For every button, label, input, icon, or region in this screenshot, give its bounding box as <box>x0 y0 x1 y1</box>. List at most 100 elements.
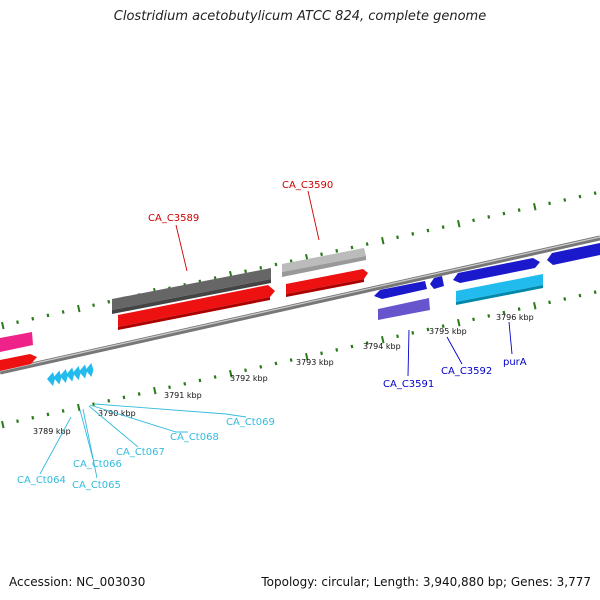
gene-label-ca-c3590[interactable]: CA_C3590 <box>282 180 333 191</box>
outer-track-tick <box>472 218 475 223</box>
kbp-tick-label: 3794 kbp <box>363 342 401 351</box>
outer-track-tick <box>92 303 95 308</box>
gene-label-ca-ct067[interactable]: CA_Ct067 <box>116 447 165 458</box>
inner-track-tick <box>381 335 385 344</box>
outer-track-tick <box>381 236 385 245</box>
inner-track-tick <box>533 302 537 310</box>
inner-track-tick <box>320 351 323 356</box>
gene-label-ca-ct068[interactable]: CA_Ct068 <box>170 432 219 443</box>
inner-track-tick <box>31 415 35 420</box>
feature-ca-c3589[interactable] <box>112 268 271 314</box>
inner-track-tick <box>274 361 278 366</box>
gene-label-ca-c3592[interactable]: CA_C3592 <box>441 366 492 377</box>
outer-track-tick <box>77 304 81 313</box>
inner-track-tick <box>365 341 369 345</box>
gene-label-pura[interactable]: purA <box>503 357 527 368</box>
gene-label-ca-ct065[interactable]: CA_Ct065 <box>72 480 121 491</box>
inner-track-tick <box>229 369 233 378</box>
outer-track-tick <box>441 225 445 229</box>
outer-track-tick <box>578 194 582 199</box>
gene-label-ca-c3589[interactable]: CA_C3589 <box>148 213 199 224</box>
inner-track-tick <box>563 297 567 301</box>
feature-small-blue[interactable] <box>430 276 444 289</box>
outer-track-tick <box>259 266 263 270</box>
gene-label-ca-ct066[interactable]: CA_Ct066 <box>73 459 122 470</box>
inner-track-tick <box>244 368 247 373</box>
kbp-tick-label: 3796 kbp <box>496 313 534 322</box>
gene-label-ca-c3591[interactable]: CA_C3591 <box>383 379 434 390</box>
kbp-tick-label: 3789 kbp <box>33 427 71 436</box>
outer-track-tick <box>533 203 537 211</box>
inner-track-tick <box>350 344 354 349</box>
feature-ca-c3589-red[interactable] <box>118 285 275 330</box>
inner-track-tick <box>396 334 399 339</box>
kbp-tick-label: 3793 kbp <box>296 358 334 367</box>
genome-summary: Topology: circular; Length: 3,940,880 bp… <box>261 575 591 589</box>
inner-track-tick <box>1 420 5 429</box>
feature-ca-c3590[interactable] <box>282 248 366 277</box>
trna-feature[interactable] <box>66 367 75 382</box>
inner-track-tick <box>502 310 506 315</box>
inner-track-tick <box>593 290 597 294</box>
feature-ca-c3590-red[interactable] <box>286 269 368 297</box>
gene-label-ca-ct069[interactable]: CA_Ct069 <box>226 417 275 428</box>
inner-track-tick <box>517 307 521 311</box>
outer-track-tick <box>46 313 50 318</box>
accession-text: Accession: NC_003030 <box>9 575 146 589</box>
outer-track-tick <box>502 211 506 216</box>
inner-track-tick <box>77 403 81 412</box>
inner-track-tick <box>46 412 50 417</box>
feature-ca-c3591[interactable] <box>374 281 427 299</box>
inner-track-tick <box>16 419 19 423</box>
feature-right-blue[interactable] <box>547 243 600 265</box>
genome-backbone <box>0 235 600 375</box>
kbp-tick-label: 3795 kbp <box>429 327 467 336</box>
outer-track-tick <box>31 316 35 321</box>
trna-feature[interactable] <box>47 372 55 386</box>
kbp-tick-label: 3792 kbp <box>230 374 268 383</box>
outer-track-tick <box>274 262 278 267</box>
inner-track-tick <box>61 409 65 413</box>
outer-track-tick <box>457 219 461 228</box>
outer-track-tick <box>548 201 551 206</box>
feature-ca-c3592[interactable] <box>453 258 540 283</box>
trna-cluster[interactable] <box>47 363 94 386</box>
feature-pura[interactable] <box>456 274 543 305</box>
inner-track-tick <box>578 293 582 298</box>
map-title: Clostridium acetobutylicum ATCC 824, com… <box>113 9 487 24</box>
inner-track-tick <box>289 358 293 362</box>
trna-feature[interactable] <box>85 363 94 377</box>
trna-feature[interactable] <box>72 366 81 380</box>
inner-track-tick <box>198 378 202 383</box>
outer-track-tick <box>16 320 19 324</box>
inner-dot-track <box>1 290 597 429</box>
outer-track-tick <box>61 310 65 314</box>
trna-feature[interactable] <box>79 364 87 379</box>
inner-track-tick <box>426 327 430 332</box>
inner-track-tick <box>92 402 95 407</box>
outer-track-tick <box>365 242 369 246</box>
trna-feature[interactable] <box>53 370 62 385</box>
outer-track-tick <box>244 269 247 274</box>
outer-track-tick <box>411 232 415 236</box>
outer-track-tick <box>350 245 354 250</box>
outer-track-tick <box>593 191 597 195</box>
feature-ca-c3591-purple[interactable] <box>378 298 430 320</box>
gene-label-ca-ct064[interactable]: CA_Ct064 <box>17 475 66 486</box>
outer-track-tick <box>107 299 111 304</box>
inner-track-tick <box>548 300 551 305</box>
trna-feature[interactable] <box>59 369 68 383</box>
outer-track-tick <box>426 228 430 233</box>
inner-track-tick <box>183 381 187 386</box>
outer-track-tick <box>563 198 567 202</box>
inner-track-tick <box>122 395 126 400</box>
inner-track-tick <box>411 331 415 335</box>
outer-track-tick <box>517 208 521 212</box>
inner-track-tick <box>137 392 141 396</box>
inner-track-tick <box>457 318 461 327</box>
outer-track-tick <box>335 249 339 253</box>
outer-track-tick <box>320 252 323 257</box>
feature-left-red[interactable] <box>0 354 37 371</box>
feature-pink[interactable] <box>0 332 33 352</box>
